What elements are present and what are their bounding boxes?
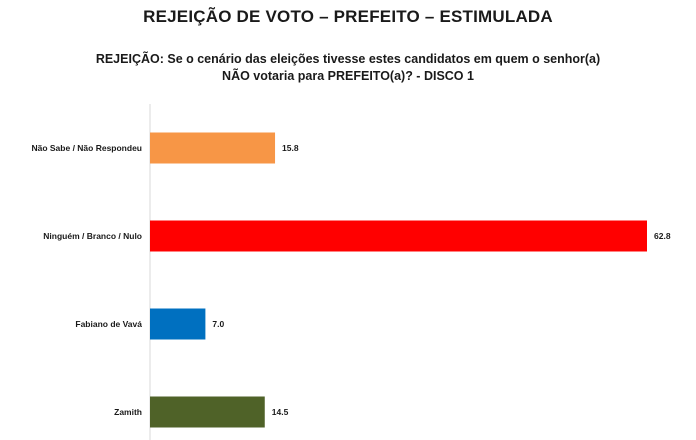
chart-title: REJEIÇÃO DE VOTO – PREFEITO – ESTIMULADA (143, 7, 553, 26)
category-label: Ninguém / Branco / Nulo (43, 231, 142, 241)
bar (150, 396, 265, 428)
data-label: 7.0 (212, 319, 224, 329)
bar (150, 220, 647, 252)
category-label: Fabiano de Vavá (75, 319, 142, 329)
subtitle-line-1: REJEIÇÃO: Se o cenário das eleições tive… (95, 52, 601, 66)
data-label: 15.8 (282, 143, 299, 153)
bar (150, 132, 276, 164)
chart-subtitle: REJEIÇÃO: Se o cenário das eleições tive… (60, 51, 636, 85)
bar (150, 308, 206, 340)
data-label: 14.5 (272, 407, 289, 417)
data-label: 62.8 (654, 231, 671, 241)
category-label: Zamith (114, 407, 142, 417)
category-label: Não Sabe / Não Respondeu (31, 143, 142, 153)
subtitle-line-2: NÃO votaria para PREFEITO(a)? - DISCO 1 (222, 69, 474, 83)
